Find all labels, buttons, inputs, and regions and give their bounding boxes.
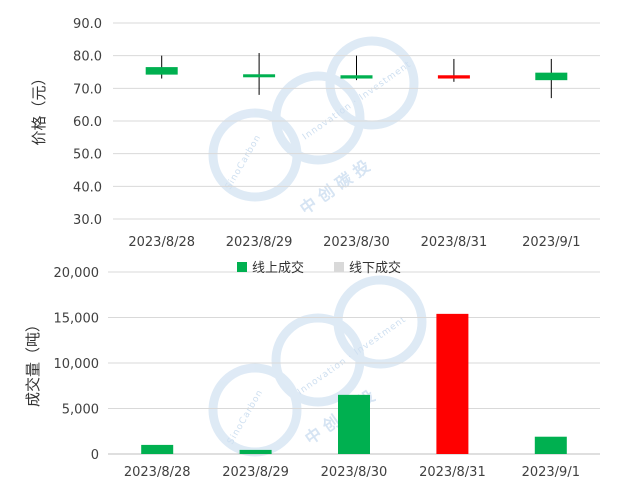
price-y-tick-label: 30.0 [73,213,102,228]
candle-body [437,75,470,79]
price-y-tick-label: 60.0 [73,115,102,130]
volume-x-tick-label: 2023/8/28 [124,465,191,480]
volume-bar [436,313,469,454]
price-y-tick-label: 70.0 [73,82,102,97]
volume-x-tick-label: 2023/8/30 [321,465,388,480]
price-y-tick-label: 40.0 [73,180,102,195]
price-y-tick-label: 50.0 [73,148,102,163]
volume-y-tick-label: 15,000 [54,312,100,327]
watermark-upper: SinoCarbon Innovation · Investment 中 创 碳… [208,36,419,218]
candle-body [243,74,276,78]
watermark-circle [333,275,427,369]
volume-bar [534,436,567,454]
volume-y-tick-label: 0 [91,448,99,463]
watermark-text: 中 创 碳 投 [296,156,373,218]
watermark-text: SinoCarbon [224,133,264,192]
volume-bar [239,449,272,454]
legend-swatch [237,262,247,272]
price-x-tick-label: 2023/8/28 [128,235,195,250]
volume-y-axis-label: 成交量（吨） [24,317,42,407]
volume-y-tick-label: 10,000 [54,357,100,372]
candle-body [145,67,178,75]
volume-y-tick-label: 5,000 [62,403,99,418]
legend-swatch [334,262,344,272]
volume-y-tick-label: 20,000 [54,266,100,281]
volume-x-tick-label: 2023/8/29 [222,465,289,480]
volume-x-tick-label: 2023/8/31 [419,465,486,480]
candle-body [535,72,568,81]
candle-body [340,75,373,79]
price-y-tick-label: 80.0 [73,50,102,65]
price-x-tick-label: 2023/8/29 [226,235,293,250]
volume-bar-chart: 成交量（吨） 0 5,000 10,000 15,000 20,000 2023/8/28… [24,260,600,480]
price-x-tick-label: 2023/8/31 [421,235,488,250]
price-candlestick-chart: 价格（元） 30.0 40.0 50.0 60.0 70.0 80.0 90.0 2023/8… [30,17,600,250]
price-x-tick-label: 2023/9/1 [522,235,580,250]
volume-bar [338,394,370,454]
watermark-circle [271,71,365,165]
price-x-tick-label: 2023/8/30 [323,235,390,250]
watermark-lower: SinoCarbon Innovation · Investment 中 创 碳… [208,275,427,457]
watermark-text: SinoCarbon [226,388,266,447]
legend-label: 线上成交 [252,260,304,276]
volume-x-tick-label: 2023/9/1 [522,465,580,480]
watermark-circle [325,36,419,130]
volume-bar [141,444,174,454]
price-y-tick-label: 90.0 [73,17,102,32]
legend-label: 线下成交 [349,260,401,276]
price-y-axis-label: 价格（元） [30,70,48,145]
